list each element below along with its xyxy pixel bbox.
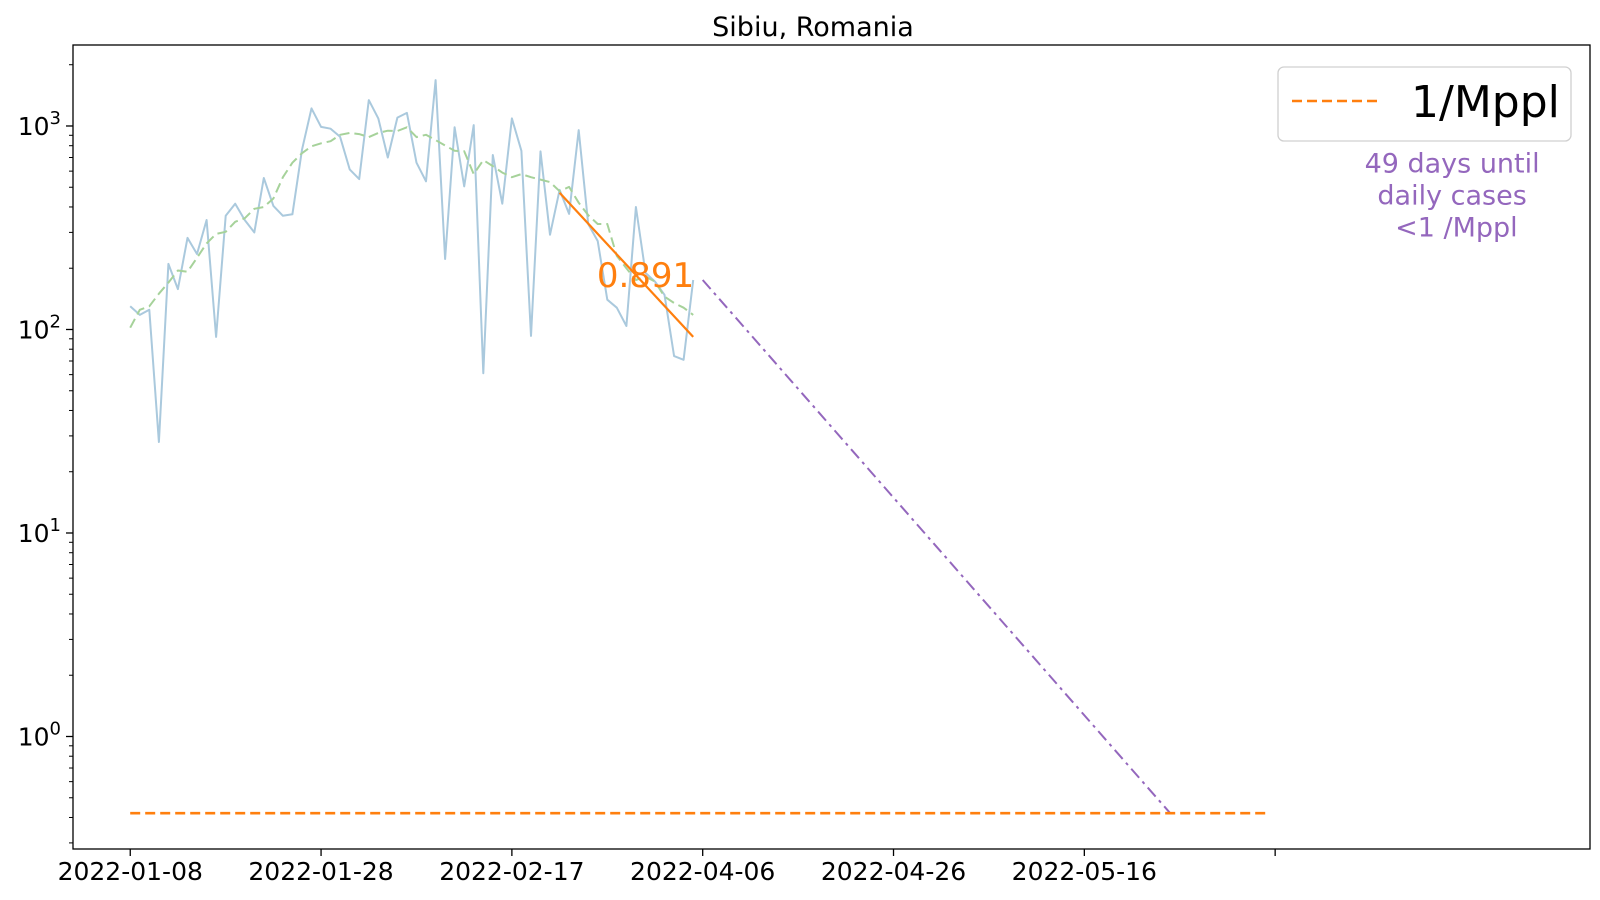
fit-rate-label: 0.891: [597, 256, 694, 296]
projection-note-line-2: daily cases: [1377, 180, 1526, 211]
projection-note: 49 days until daily cases <1 /Mppl: [1365, 148, 1549, 243]
x-tick-label: 2022-02-17: [439, 857, 584, 886]
y-axis: 100 101 102 103: [18, 64, 73, 844]
x-tick-label: 2022-04-26: [821, 857, 966, 886]
projection-note-line-1: 49 days until: [1365, 148, 1540, 179]
projection-note-line-3: <1 /Mppl: [1395, 212, 1518, 243]
x-tick-label: 2022-05-16: [1012, 857, 1157, 886]
legend-label-1-mppl: 1/Mppl: [1411, 77, 1560, 128]
y-tick-label: 101: [18, 515, 61, 548]
x-axis: 2022-01-08 2022-01-28 2022-02-17 2022-04-06…: [58, 849, 1276, 886]
x-tick-label: 2022-04-06: [630, 857, 775, 886]
series-fit-line: [558, 191, 695, 338]
series-daily-line: [129, 79, 695, 443]
y-tick-label: 102: [18, 311, 61, 344]
x-tick-label: 2022-01-08: [58, 857, 203, 886]
series-layer: [129, 79, 1266, 815]
legend-box: [1277, 66, 1572, 142]
series-projection-line: [701, 279, 1171, 814]
annotation-layer: 0.891 49 days until daily cases <1 /Mppl: [597, 148, 1549, 296]
series-average-line: [129, 126, 694, 329]
chart-title: Sibiu, Romania: [712, 12, 914, 43]
legend: 1/Mppl: [1277, 66, 1572, 142]
y-tick-label: 100: [18, 718, 61, 751]
x-tick-label: 2022-01-28: [248, 857, 393, 886]
plot-frame: [72, 44, 1591, 850]
y-tick-label: 103: [18, 108, 61, 141]
